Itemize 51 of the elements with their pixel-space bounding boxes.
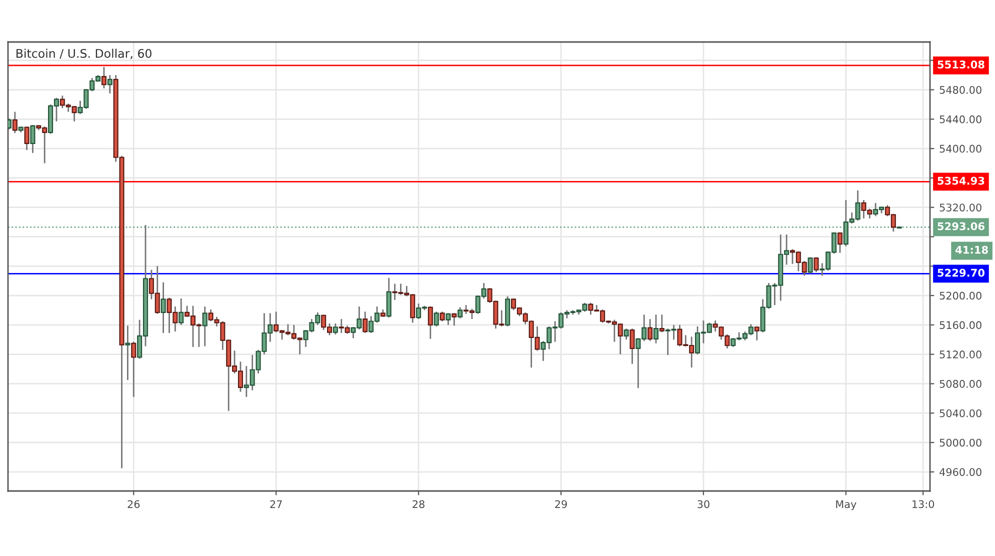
- candlestick: [653, 314, 658, 344]
- candlestick: [440, 311, 445, 322]
- candlestick: [624, 328, 629, 340]
- x-tick-label: 13:0: [912, 500, 934, 508]
- candlestick: [12, 111, 18, 134]
- y-tick-label: 5080.00: [940, 380, 982, 388]
- y-tick-label: 5440.00: [940, 115, 982, 124]
- candlestick: [754, 326, 760, 342]
- y-tick-label: 4960.00: [940, 468, 982, 476]
- y-tick-label: 5200.00: [940, 292, 982, 300]
- y-tick-label: 5120.00: [940, 350, 982, 358]
- candlestick: [814, 256, 819, 273]
- candlestick: [446, 312, 451, 326]
- y-tick-label: 5320.00: [940, 204, 982, 212]
- x-tick-label: May: [836, 500, 856, 510]
- candlestick: [837, 232, 842, 254]
- candlestick: [24, 126, 30, 151]
- candlestick: [808, 256, 813, 274]
- candlestick: [30, 124, 36, 154]
- candlestick: [630, 328, 635, 365]
- candlestick: [178, 298, 184, 326]
- candlestick: [659, 314, 664, 333]
- y-tick-label: 5040.00: [940, 409, 982, 418]
- y-tick-label: 5400.00: [940, 144, 982, 153]
- x-tick-label: 26: [128, 500, 140, 508]
- ref-line-label: 5354.93: [938, 176, 984, 185]
- candlestick: [107, 74, 112, 94]
- x-tick-label: 27: [270, 500, 282, 508]
- candlestick: [648, 318, 653, 342]
- candlestick: [202, 306, 208, 347]
- candlestick: [332, 322, 338, 336]
- ref-line-label: 5513.08: [938, 60, 984, 69]
- candlestick: [428, 306, 433, 340]
- x-tick-label: 30: [698, 500, 710, 508]
- text: 41:18: [955, 246, 988, 254]
- y-tick-label: 5000.00: [940, 438, 982, 447]
- ref-line-label: 5293.06: [938, 222, 984, 230]
- ref-line-label: 5229.70: [938, 268, 985, 277]
- candlestick: [434, 311, 439, 328]
- candlestick: [362, 311, 368, 334]
- candlestick: [160, 282, 166, 334]
- candlestick: [131, 341, 136, 398]
- x-tick-label: 28: [412, 500, 424, 508]
- y-tick-label: 5480.00: [940, 86, 982, 94]
- candlestick: [452, 312, 457, 326]
- x-tick-label: 29: [555, 500, 567, 508]
- candlestick: [125, 324, 130, 381]
- text: Bitcoin / U.S. Dollar, 60: [16, 48, 152, 60]
- candlestick: [101, 66, 106, 89]
- candlestick: [458, 306, 463, 320]
- y-tick-label: 5160.00: [940, 321, 982, 330]
